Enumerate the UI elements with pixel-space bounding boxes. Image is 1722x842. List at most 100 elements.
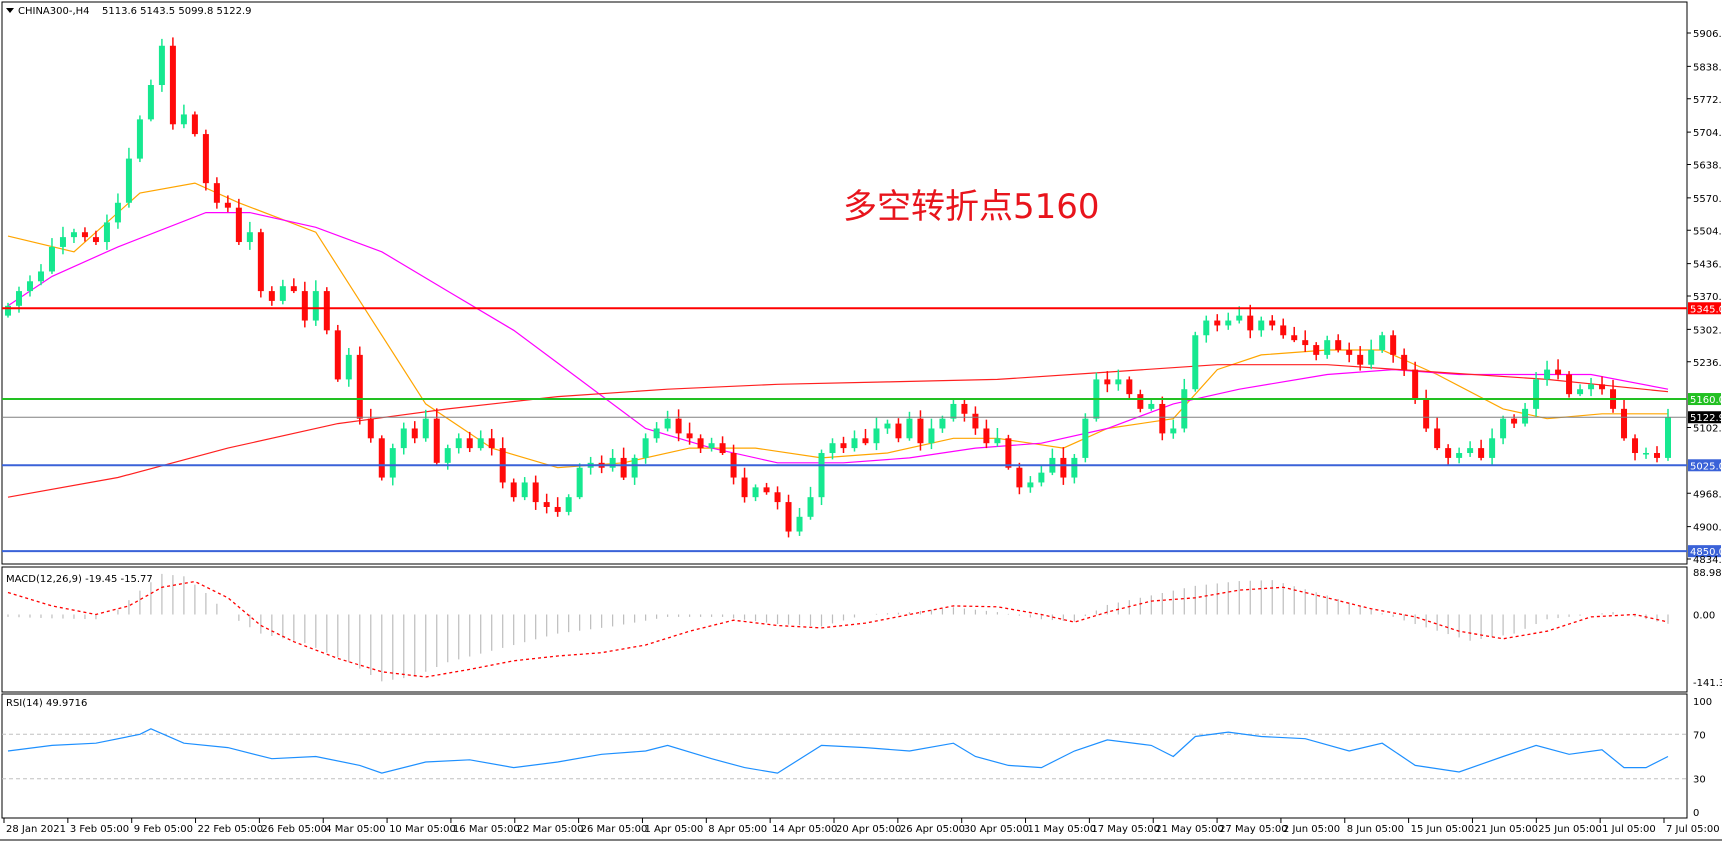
bullish-candle[interactable] — [796, 507, 803, 536]
macd-panel[interactable] — [1, 566, 1688, 693]
bearish-candle[interactable] — [224, 195, 231, 213]
bullish-candle[interactable] — [246, 221, 253, 250]
bullish-candle[interactable] — [455, 433, 462, 454]
bearish-candle[interactable] — [1423, 389, 1430, 432]
bullish-candle[interactable] — [26, 275, 33, 297]
bearish-candle[interactable] — [1555, 359, 1562, 380]
bullish-candle[interactable] — [829, 438, 836, 460]
bearish-candle[interactable] — [1511, 414, 1518, 428]
bearish-candle[interactable] — [532, 475, 539, 510]
bullish-candle[interactable] — [5, 302, 11, 318]
bearish-candle[interactable] — [257, 228, 264, 298]
bullish-candle[interactable] — [1577, 384, 1584, 397]
bullish-candle[interactable] — [928, 418, 935, 450]
bearish-candle[interactable] — [1478, 439, 1485, 461]
bearish-candle[interactable] — [620, 447, 627, 481]
bearish-candle[interactable] — [191, 111, 198, 137]
bearish-candle[interactable] — [367, 408, 374, 443]
bearish-candle[interactable] — [81, 227, 88, 242]
bullish-candle[interactable] — [1203, 315, 1210, 343]
bullish-candle[interactable] — [312, 280, 319, 326]
bearish-candle[interactable] — [1434, 417, 1441, 451]
bearish-candle[interactable] — [1247, 304, 1254, 339]
bearish-candle[interactable] — [1302, 330, 1309, 352]
bearish-candle[interactable] — [1654, 446, 1661, 463]
bullish-candle[interactable] — [1489, 428, 1496, 466]
bullish-candle[interactable] — [950, 399, 957, 422]
bullish-candle[interactable] — [664, 410, 671, 432]
bearish-candle[interactable] — [774, 486, 781, 510]
bullish-candle[interactable] — [576, 463, 583, 500]
bullish-candle[interactable] — [70, 228, 77, 244]
bullish-candle[interactable] — [114, 193, 121, 229]
bullish-candle[interactable] — [708, 437, 715, 452]
bullish-candle[interactable] — [1456, 447, 1463, 464]
bullish-candle[interactable] — [906, 411, 913, 441]
bullish-candle[interactable] — [994, 427, 1001, 447]
bearish-candle[interactable] — [675, 409, 682, 442]
bearish-candle[interactable] — [202, 129, 209, 191]
bullish-candle[interactable] — [59, 226, 66, 255]
bearish-candle[interactable] — [1401, 348, 1408, 376]
bullish-candle[interactable] — [1082, 413, 1089, 463]
bullish-candle[interactable] — [37, 264, 44, 286]
bullish-candle[interactable] — [1181, 378, 1188, 433]
bearish-candle[interactable] — [411, 421, 418, 444]
bullish-candle[interactable] — [158, 38, 165, 92]
bearish-candle[interactable] — [1313, 342, 1320, 361]
bullish-candle[interactable] — [180, 104, 187, 129]
bullish-candle[interactable] — [1588, 377, 1595, 397]
bearish-candle[interactable] — [983, 419, 990, 449]
bearish-candle[interactable] — [719, 436, 726, 455]
bearish-candle[interactable] — [334, 324, 341, 382]
bearish-candle[interactable] — [1621, 398, 1628, 441]
bullish-candle[interactable] — [1148, 398, 1155, 411]
bullish-candle[interactable] — [565, 494, 572, 516]
rsi-panel[interactable] — [1, 693, 1688, 819]
bearish-candle[interactable] — [1137, 389, 1144, 413]
bullish-candle[interactable] — [1071, 453, 1078, 484]
bearish-candle[interactable] — [1159, 396, 1166, 441]
bearish-candle[interactable] — [840, 436, 847, 454]
bullish-candle[interactable] — [1192, 331, 1199, 392]
bearish-candle[interactable] — [1346, 342, 1353, 363]
bullish-candle[interactable] — [653, 422, 660, 443]
bearish-candle[interactable] — [1566, 371, 1573, 398]
bearish-candle[interactable] — [1126, 376, 1133, 400]
bearish-candle[interactable] — [1005, 434, 1012, 470]
bearish-candle[interactable] — [268, 286, 275, 306]
bullish-candle[interactable] — [642, 433, 649, 464]
bullish-candle[interactable] — [48, 238, 55, 274]
bearish-candle[interactable] — [356, 346, 363, 425]
bearish-candle[interactable] — [972, 406, 979, 435]
bullish-candle[interactable] — [1379, 331, 1386, 353]
bearish-candle[interactable] — [1632, 434, 1639, 461]
bearish-candle[interactable] — [235, 198, 242, 245]
bearish-candle[interactable] — [510, 478, 517, 502]
bullish-candle[interactable] — [1368, 339, 1375, 370]
bearish-candle[interactable] — [323, 287, 330, 335]
bearish-candle[interactable] — [1280, 318, 1287, 339]
bullish-candle[interactable] — [147, 79, 154, 122]
bullish-candle[interactable] — [1170, 419, 1177, 439]
bullish-candle[interactable] — [521, 477, 528, 501]
bullish-candle[interactable] — [818, 449, 825, 506]
main-panel[interactable] — [1, 1, 1688, 565]
bullish-candle[interactable] — [884, 419, 891, 434]
bearish-candle[interactable] — [543, 493, 550, 514]
bearish-candle[interactable] — [488, 428, 495, 456]
bearish-candle[interactable] — [1390, 330, 1397, 363]
bearish-candle[interactable] — [554, 497, 561, 517]
bullish-candle[interactable] — [279, 279, 286, 305]
bearish-candle[interactable] — [1357, 346, 1364, 371]
bearish-candle[interactable] — [895, 418, 902, 443]
bearish-candle[interactable] — [213, 177, 220, 209]
bullish-candle[interactable] — [1533, 372, 1540, 417]
bearish-candle[interactable] — [301, 281, 308, 328]
bullish-candle[interactable] — [1258, 316, 1265, 337]
bearish-candle[interactable] — [862, 428, 869, 446]
bearish-candle[interactable] — [1599, 376, 1606, 395]
bearish-candle[interactable] — [763, 482, 770, 495]
bullish-candle[interactable] — [1500, 415, 1507, 445]
